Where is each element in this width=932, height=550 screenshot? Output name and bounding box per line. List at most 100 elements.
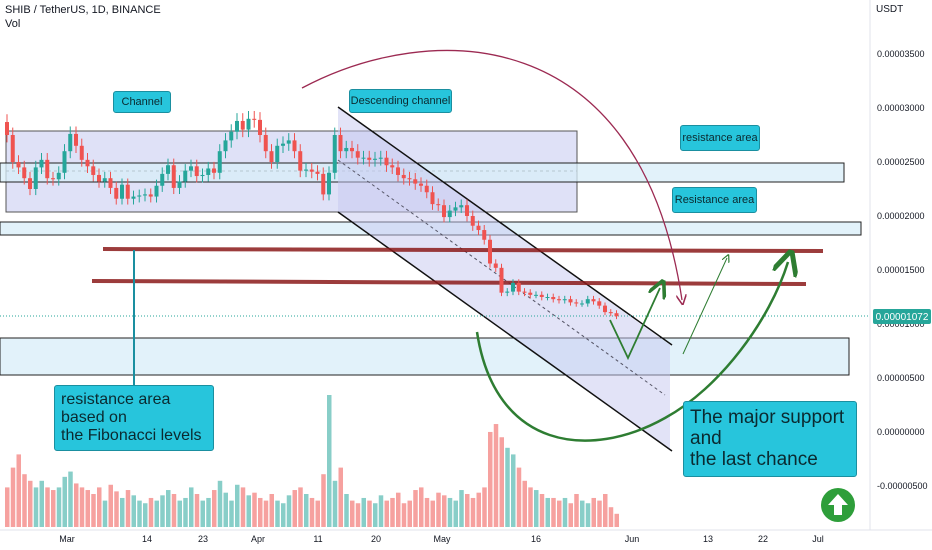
candle-body: [390, 165, 395, 168]
volume-bar: [171, 494, 177, 527]
volume-bar: [453, 500, 458, 527]
fib-line-lower[interactable]: [91, 279, 807, 286]
projection-zigzag: [609, 288, 660, 361]
major-support-callout[interactable]: The major support and the last chance: [683, 401, 857, 477]
volume-bar: [143, 503, 148, 527]
volume-bar: [160, 495, 165, 527]
candle-body: [528, 292, 533, 295]
volume-bar: [22, 474, 27, 527]
projection-arc: [301, 49, 682, 300]
candle-body: [51, 178, 55, 180]
candle-body: [539, 294, 544, 297]
volume-bar: [131, 495, 136, 527]
resistance-area-callout-2-text: Resistance area: [674, 194, 755, 206]
volume-bar: [189, 487, 194, 527]
volume-bar: [332, 480, 338, 527]
volume-bar: [240, 487, 246, 527]
candle-body: [85, 159, 90, 167]
volume-bar: [97, 487, 102, 527]
candle-body: [355, 151, 360, 158]
candle-body: [419, 183, 423, 186]
volume-bar: [505, 447, 510, 527]
candle-body: [97, 174, 101, 182]
candle-body: [148, 194, 153, 197]
candle-body: [338, 135, 343, 152]
candle-body: [217, 151, 222, 173]
price-tick-label: 0.00003500: [877, 49, 925, 59]
projection-thin: [682, 258, 727, 355]
volume-bars: [5, 395, 619, 527]
volume-bar: [585, 503, 591, 527]
candle-body: [79, 145, 84, 160]
candle-body: [551, 297, 556, 300]
volume-bar: [361, 497, 366, 527]
volume-bar: [45, 487, 50, 527]
candle-body: [258, 119, 262, 135]
volume-bar: [407, 500, 412, 527]
volume-bar: [350, 500, 355, 527]
support-callout-line-1: The major support: [690, 407, 845, 428]
channel-callout[interactable]: Channel: [113, 91, 171, 113]
resistance-area-callout-2[interactable]: Resistance area: [672, 187, 757, 213]
volume-bar: [562, 497, 568, 527]
price-tick-label: 0.00002000: [877, 211, 925, 221]
volume-bar: [534, 490, 539, 527]
support-callout-line-2: and: [690, 428, 722, 449]
time-tick-label: Apr: [251, 534, 265, 544]
candle-body: [171, 165, 176, 188]
descending-channel-lower[interactable]: [337, 211, 673, 452]
volume-bar: [258, 497, 263, 527]
candle-body: [183, 170, 188, 182]
volume-bar: [470, 497, 476, 527]
candle-body: [453, 207, 458, 211]
volume-bar: [315, 500, 320, 527]
candle-body: [568, 299, 573, 303]
volume-bar: [235, 484, 240, 527]
volume-bar: [286, 495, 292, 527]
volume-bar: [62, 476, 67, 527]
volume-bar: [309, 497, 315, 527]
candle-body: [459, 205, 464, 208]
volume-label: Vol: [5, 18, 21, 30]
volume-bar: [396, 492, 401, 527]
descending-channel-mid: [337, 159, 666, 396]
volume-bar: [465, 494, 470, 527]
fib-line-upper[interactable]: [102, 247, 824, 253]
descending-channel-callout[interactable]: Descending channel: [349, 89, 452, 113]
candle-body: [194, 166, 199, 177]
volume-bar: [223, 492, 228, 527]
candle-body: [321, 173, 326, 195]
candle-body: [505, 291, 510, 293]
volume-bar: [125, 490, 131, 527]
volume-bar: [229, 500, 234, 527]
candle-body: [160, 173, 165, 186]
candle-body: [424, 185, 429, 193]
candle-body: [212, 168, 216, 173]
candle-body: [263, 135, 268, 152]
volume-bar: [419, 487, 424, 527]
volume-bar: [545, 497, 550, 527]
candle-body: [562, 299, 567, 301]
candle-body: [235, 120, 239, 132]
time-tick-label: Jul: [812, 534, 824, 544]
candle-body: [143, 194, 147, 196]
volume-bar: [16, 454, 21, 527]
fib-resistance-callout[interactable]: resistance area based on the Fibonacci l…: [54, 385, 214, 451]
candle-body: [511, 282, 515, 292]
volume-bar: [442, 495, 447, 527]
candle-body: [269, 151, 274, 162]
price-tick-label: 0.00003000: [877, 103, 925, 113]
descending-channel-upper[interactable]: [337, 106, 673, 346]
support-zone[interactable]: [0, 337, 850, 376]
resistance-area-callout-1[interactable]: resistance area: [680, 125, 760, 151]
volume-bar: [102, 500, 108, 527]
time-tick-label: 22: [758, 534, 768, 544]
volume-bar: [384, 500, 389, 527]
price-tick-label: -0.00000500: [877, 481, 928, 491]
candle-body: [332, 135, 337, 173]
fib-callout-line-1: resistance area: [61, 391, 171, 408]
candle-body: [229, 131, 234, 141]
volume-bar: [528, 487, 533, 527]
candle-body: [384, 157, 389, 166]
